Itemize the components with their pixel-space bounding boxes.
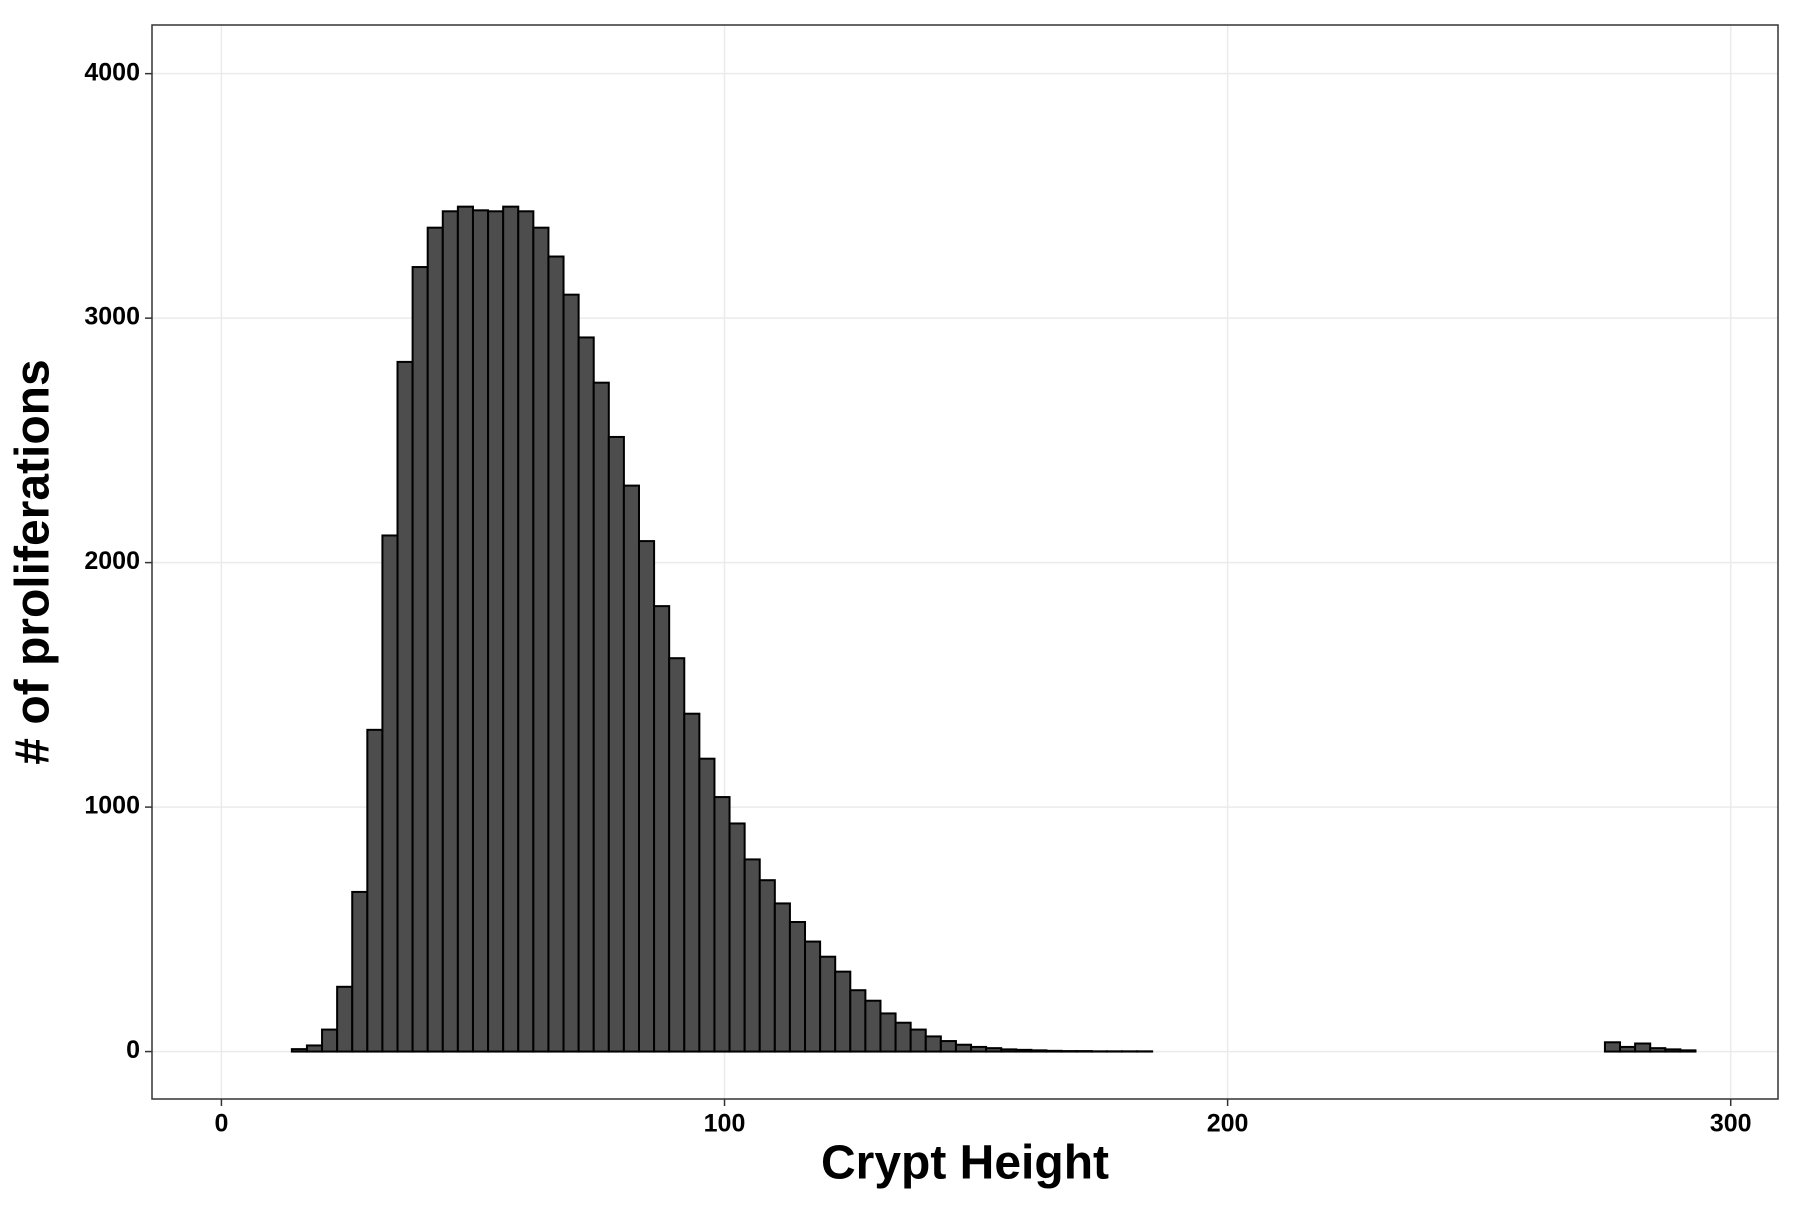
bar — [819, 955, 837, 1053]
bar — [985, 1047, 1003, 1053]
bar — [849, 989, 867, 1053]
y-tick-label: 0 — [126, 1036, 140, 1064]
y-tick-label: 4000 — [84, 58, 140, 86]
bar — [305, 1044, 324, 1053]
y-tick-label: 3000 — [84, 303, 140, 331]
x-axis-title: Crypt Height — [821, 1137, 1109, 1190]
bar — [939, 1040, 957, 1053]
bar — [336, 985, 354, 1053]
bar — [517, 210, 535, 1053]
bar — [879, 1012, 897, 1053]
bar — [758, 879, 776, 1053]
bar — [970, 1045, 988, 1053]
bar — [788, 920, 807, 1053]
y-axis-title: # of proliferations — [7, 359, 60, 764]
bar — [668, 657, 686, 1053]
bar — [1000, 1048, 1018, 1053]
bar — [1015, 1048, 1033, 1053]
bar — [1649, 1047, 1667, 1053]
bar — [607, 435, 625, 1053]
bar — [1045, 1049, 1063, 1053]
bar — [713, 796, 731, 1053]
bar — [653, 605, 671, 1053]
x-tick-label: 200 — [1207, 1110, 1249, 1138]
bar — [441, 210, 459, 1053]
bar — [366, 728, 384, 1053]
bar — [577, 336, 595, 1053]
bar — [592, 381, 610, 1053]
bar — [562, 293, 580, 1053]
y-tick-label: 2000 — [84, 547, 140, 575]
bar — [698, 757, 716, 1053]
bar — [622, 484, 640, 1053]
bar — [411, 266, 429, 1053]
bar — [834, 970, 852, 1053]
bar — [1664, 1048, 1682, 1053]
bar — [924, 1035, 942, 1053]
bar — [456, 205, 474, 1053]
plot-border — [151, 24, 1779, 1100]
bar — [487, 210, 505, 1053]
bar — [321, 1028, 339, 1053]
x-tick-label: 300 — [1710, 1110, 1752, 1138]
bar — [637, 540, 656, 1053]
bar — [804, 940, 822, 1053]
bar — [426, 226, 444, 1053]
bar — [1619, 1045, 1637, 1053]
bar — [954, 1043, 973, 1053]
bar — [471, 209, 490, 1053]
bar — [1634, 1042, 1652, 1053]
y-tick-label: 1000 — [84, 792, 140, 820]
bar — [894, 1021, 912, 1053]
bar — [351, 890, 369, 1053]
bar — [1603, 1041, 1622, 1053]
bar — [864, 999, 882, 1053]
bar — [683, 712, 701, 1053]
bar — [502, 205, 520, 1053]
bar — [1030, 1049, 1048, 1053]
bar — [290, 1048, 308, 1053]
bar — [381, 534, 399, 1053]
bar — [909, 1028, 927, 1053]
bar — [547, 255, 565, 1053]
x-tick-label: 0 — [214, 1110, 228, 1138]
x-tick-label: 100 — [704, 1110, 746, 1138]
bar — [396, 360, 414, 1053]
bar — [532, 226, 550, 1053]
bar — [728, 822, 746, 1053]
bar — [743, 858, 761, 1053]
bar — [773, 902, 791, 1053]
bar — [1679, 1049, 1697, 1053]
